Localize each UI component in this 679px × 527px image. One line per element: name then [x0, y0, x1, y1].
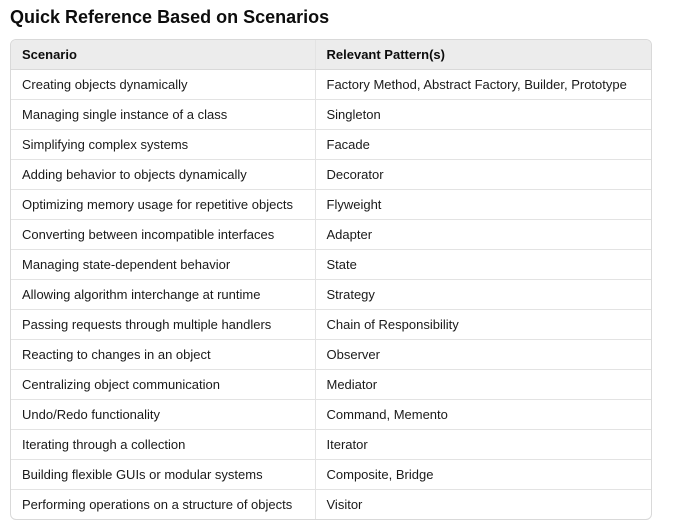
scenario-cell: Simplifying complex systems — [11, 129, 315, 160]
pattern-cell: Composite, Bridge — [314, 459, 651, 490]
scenario-cell: Passing requests through multiple handle… — [11, 309, 315, 340]
table-row: Allowing algorithm interchange at runtim… — [11, 279, 651, 310]
pattern-cell: Observer — [314, 339, 651, 370]
pattern-cell: State — [314, 249, 651, 280]
table-row: Creating objects dynamically Factory Meth… — [11, 69, 651, 100]
table-row: Passing requests through multiple handle… — [11, 309, 651, 340]
pattern-cell: Visitor — [314, 489, 651, 519]
scenario-cell: Reacting to changes in an object — [11, 339, 315, 370]
scenario-cell: Centralizing object communication — [11, 369, 315, 400]
scenario-cell: Building flexible GUIs or modular system… — [11, 459, 315, 490]
pattern-cell: Chain of Responsibility — [314, 309, 651, 340]
pattern-cell: Facade — [314, 129, 651, 160]
table-row: Building flexible GUIs or modular system… — [11, 459, 651, 490]
scenario-cell: Undo/Redo functionality — [11, 399, 315, 430]
page-title: Quick Reference Based on Scenarios — [10, 7, 330, 27]
table-row: Undo/Redo functionality Command, Memento — [11, 399, 651, 430]
scenario-cell: Optimizing memory usage for repetitive o… — [11, 189, 315, 220]
scenario-cell: Converting between incompatible interfac… — [11, 219, 315, 250]
table-row: Performing operations on a structure of … — [11, 489, 651, 519]
table-header: Scenario Relevant Pattern(s) — [11, 40, 651, 70]
table-row: Converting between incompatible interfac… — [11, 219, 651, 250]
scenario-cell: Managing state-dependent behavior — [11, 249, 315, 280]
pattern-cell: Strategy — [314, 279, 651, 310]
header-scenario: Scenario — [11, 40, 315, 70]
scenario-cell: Performing operations on a structure of … — [11, 489, 315, 519]
header-row: Scenario Relevant Pattern(s) — [11, 40, 651, 70]
pattern-cell: Command, Memento — [314, 399, 651, 430]
scenario-cell: Iterating through a collection — [11, 429, 315, 460]
table-row: Iterating through a collection Iterator — [11, 429, 651, 460]
pattern-cell: Singleton — [314, 99, 651, 130]
pattern-cell: Factory Method, Abstract Factory, Builde… — [314, 69, 651, 100]
reference-table: Scenario Relevant Pattern(s) Creating ob… — [11, 40, 651, 519]
scenario-cell: Managing single instance of a class — [11, 99, 315, 130]
pattern-cell: Decorator — [314, 159, 651, 190]
table-body: Creating objects dynamically Factory Meth… — [11, 69, 651, 519]
header-patterns: Relevant Pattern(s) — [314, 40, 651, 70]
pattern-cell: Iterator — [314, 429, 651, 460]
scenario-cell: Adding behavior to objects dynamically — [11, 159, 315, 190]
reference-table-container: Scenario Relevant Pattern(s) Creating ob… — [10, 39, 652, 520]
table-row: Managing single instance of a class Singl… — [11, 99, 651, 130]
table-row: Reacting to changes in an object Observer — [11, 339, 651, 370]
scenario-cell: Allowing algorithm interchange at runtim… — [11, 279, 315, 310]
pattern-cell: Flyweight — [314, 189, 651, 220]
pattern-cell: Mediator — [314, 369, 651, 400]
scenario-cell: Creating objects dynamically — [22, 77, 188, 92]
table-row: Simplifying complex systems Facade — [11, 129, 651, 160]
table-row: Centralizing object communication Mediato… — [11, 369, 651, 400]
table-row: Managing state-dependent behavior State — [11, 249, 651, 280]
pattern-cell: Adapter — [314, 219, 651, 250]
table-row: Adding behavior to objects dynamically De… — [11, 159, 651, 190]
table-row: Optimizing memory usage for repetitive o… — [11, 189, 651, 220]
